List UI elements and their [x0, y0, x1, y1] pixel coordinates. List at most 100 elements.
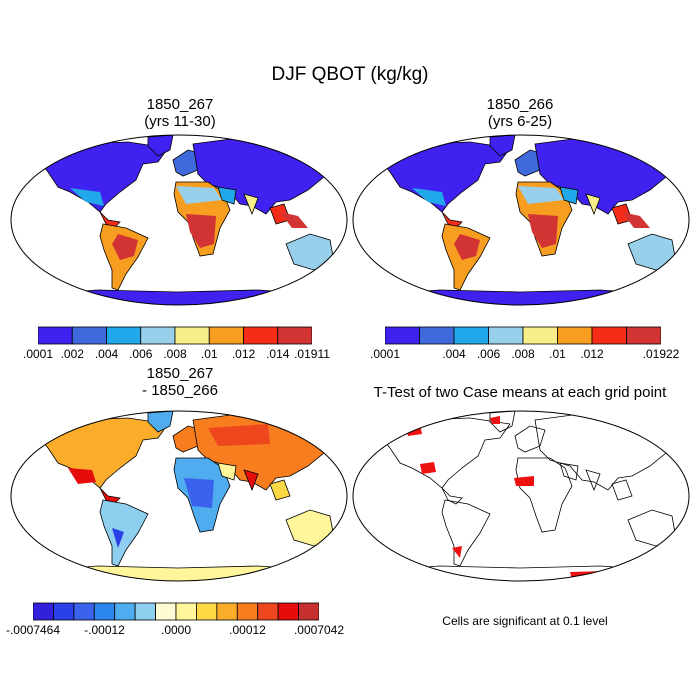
- land-sa: [441, 499, 491, 567]
- colorbar-2: [385, 326, 661, 345]
- land-india: [585, 469, 601, 492]
- colorbar-swatch: [453, 326, 489, 345]
- land-india: [243, 469, 259, 492]
- colorbar-swatch: [557, 326, 593, 345]
- colorbar-tick-label: .00012: [229, 623, 266, 637]
- map-panel-1850-266: [352, 134, 690, 306]
- sig-region-greenland: [490, 416, 500, 424]
- map-border: [10, 134, 348, 306]
- map-border: [10, 410, 348, 582]
- colorbar-tick-label: .012: [580, 347, 604, 361]
- colorbar-swatch: [277, 602, 299, 621]
- sig-region-canada: [405, 424, 422, 436]
- colorbar-tick-label: -.00012: [84, 623, 125, 637]
- amazon-humid-region: [454, 234, 480, 260]
- land-nz: [681, 263, 689, 278]
- land-arabia: [217, 462, 237, 481]
- land-india: [585, 193, 601, 216]
- land-nz: [681, 539, 689, 554]
- land-europe: [514, 425, 546, 453]
- colorbar-tick-label: .0000: [160, 623, 192, 637]
- colorbar-swatch: [174, 326, 210, 345]
- sahara-region: [176, 186, 222, 204]
- colorbar-tick-label: .002: [60, 347, 84, 361]
- panel-1-title-line2: (yrs 11-30): [144, 113, 216, 130]
- colorbar-swatch: [38, 326, 73, 345]
- colorbar-swatch: [106, 326, 142, 345]
- colorbar-swatch: [522, 326, 558, 345]
- north-america-mid-region: [412, 188, 446, 206]
- panel-4-title: T-Test of two Case means at each grid po…: [355, 384, 685, 401]
- colorbar-swatch: [243, 326, 279, 345]
- colorbar-tick-label: .008: [163, 347, 187, 361]
- diff-eurasia-region: [208, 424, 270, 446]
- colorbar-tick-label: .004: [94, 347, 119, 361]
- colorbar-3: [33, 602, 319, 621]
- colorbar-swatch: [277, 326, 312, 345]
- land-india: [243, 193, 259, 216]
- maritime-continent-humid-region: [622, 212, 650, 228]
- land-antarctica: [41, 565, 319, 581]
- colorbar-swatch: [236, 602, 259, 621]
- central-africa-humid-region: [186, 214, 216, 248]
- colorbar-swatch: [488, 326, 524, 345]
- land-ca: [441, 487, 463, 505]
- panel-3-title-line2: - 1850_266: [142, 382, 218, 399]
- land-antarctica: [383, 289, 661, 305]
- colorbar-tick-label: .012: [231, 347, 256, 361]
- significance-note: Cells are significant at 0.1 level: [442, 614, 608, 628]
- colorbar-tick-label: .0001: [369, 347, 401, 361]
- colorbar-tick-label: .01911: [294, 347, 330, 361]
- colorbar-tick-label: .01: [549, 347, 566, 361]
- colorbar-1: [38, 326, 312, 345]
- land-arabia: [217, 186, 237, 205]
- map-ocean: [353, 411, 689, 581]
- panel-3-title-line1: 1850_267: [146, 365, 214, 382]
- colorbar-swatch: [53, 602, 75, 621]
- colorbar-swatch: [591, 326, 627, 345]
- colorbar-swatch: [419, 326, 455, 345]
- map-border: [352, 410, 690, 582]
- panel-3-title: 1850_267 - 1850_266: [60, 365, 300, 399]
- land-arabia: [559, 186, 579, 205]
- colorbar-swatch: [298, 602, 319, 621]
- colorbar-tick-label: .006: [476, 347, 501, 361]
- colorbar-swatch: [73, 602, 95, 621]
- colorbar-tick-label: .01922: [642, 347, 680, 361]
- sig-region-antarctica-west: [394, 574, 430, 580]
- land-sa: [99, 499, 149, 567]
- figure-title: DJF QBOT (kg/kg): [271, 64, 429, 85]
- maritime-continent-humid-region: [280, 212, 308, 228]
- panel-1-title-line1: 1850_267: [146, 96, 214, 113]
- land-arabia: [559, 462, 579, 481]
- colorbar-tick-label: .014: [266, 347, 290, 361]
- colorbar-swatch: [33, 602, 54, 621]
- colorbar-swatch: [93, 602, 116, 621]
- map-panel-ttest: [352, 410, 690, 582]
- land-ca: [99, 487, 121, 505]
- colorbar-tick-label: -.0007464: [5, 623, 61, 637]
- colorbar-swatch: [134, 602, 156, 621]
- diff-south-america-region: [112, 528, 124, 548]
- colorbar-swatch: [140, 326, 176, 345]
- colorbar-swatch: [155, 602, 177, 621]
- colorbar-tick-label: .0001: [22, 347, 54, 361]
- colorbar-swatch: [71, 326, 107, 345]
- panel-4-title-line1: T-Test of two Case means at each grid po…: [373, 384, 667, 401]
- central-africa-humid-region: [528, 214, 558, 248]
- panel-1-title: 1850_267 (yrs 11-30): [60, 96, 300, 130]
- colorbar-tick-label: .006: [129, 347, 153, 361]
- panel-2-title-line2: (yrs 6-25): [487, 113, 553, 130]
- amazon-humid-region: [112, 234, 138, 260]
- sig-region-us: [420, 462, 436, 474]
- diff-us-south-region: [68, 468, 96, 484]
- map-panel-difference: [10, 410, 348, 582]
- panel-2-title: 1850_266 (yrs 6-25): [400, 96, 640, 130]
- diff-central-africa-region: [184, 478, 214, 508]
- sig-region-patagonia: [452, 546, 462, 558]
- sig-region-sahel: [514, 476, 534, 486]
- colorbar-swatch: [216, 602, 238, 621]
- colorbar-swatch: [208, 326, 244, 345]
- land-nz: [339, 539, 347, 554]
